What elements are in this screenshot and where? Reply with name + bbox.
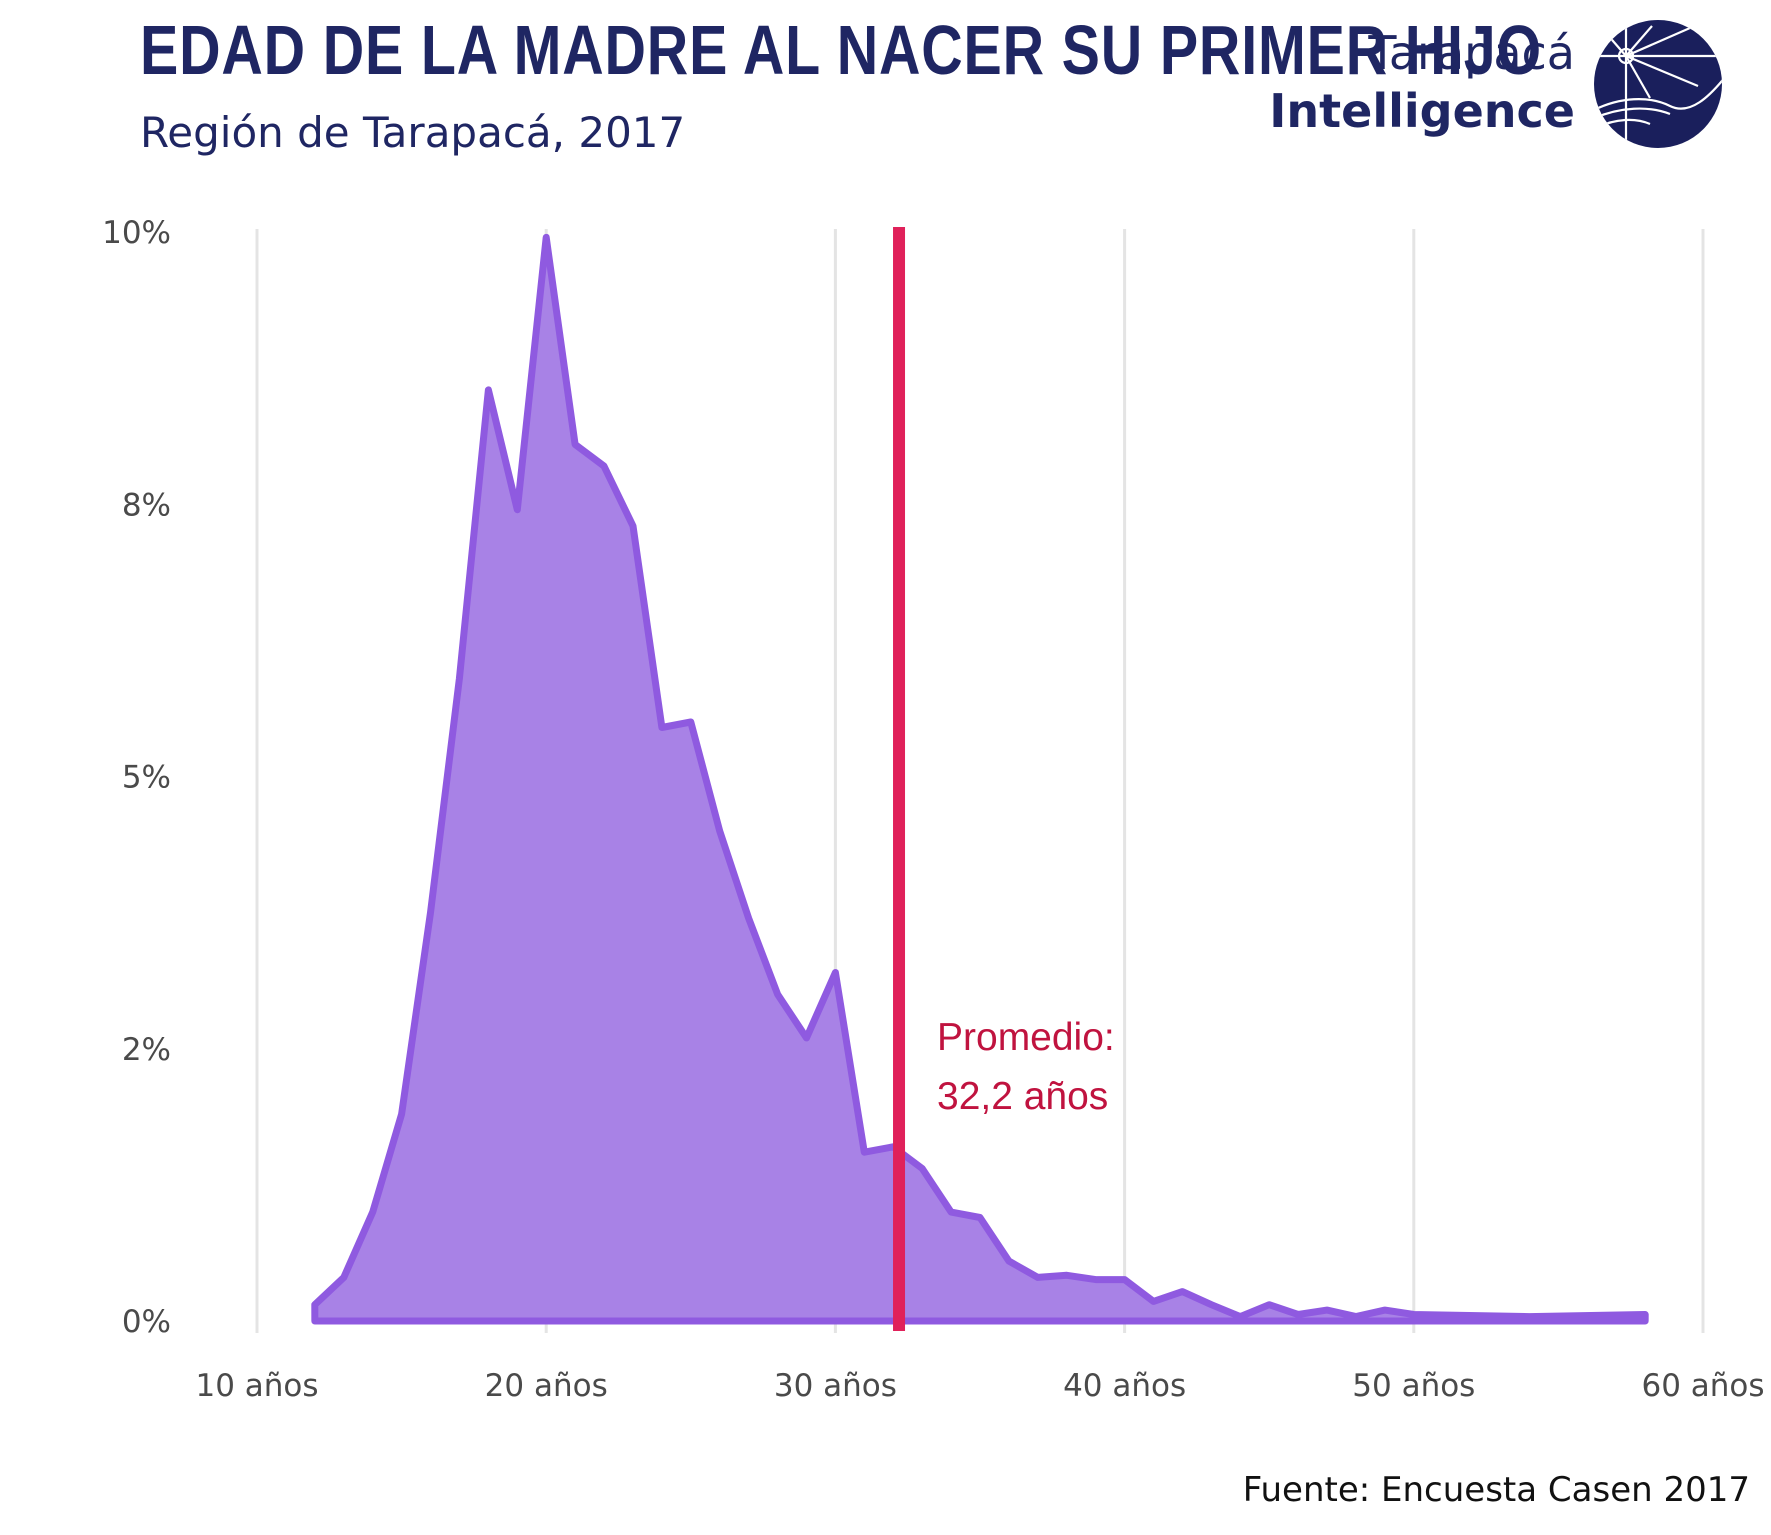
chart-title: EDAD DE LA MADRE AL NACER SU PRIMER HIJO	[140, 11, 1542, 89]
y-tick-label: 5%	[122, 760, 171, 796]
brand-logo-icon	[1594, 20, 1722, 148]
x-tick-label: 40 años	[1063, 1368, 1186, 1404]
source-note: Fuente: Encuesta Casen 2017	[1242, 1470, 1750, 1510]
x-tick-label: 20 años	[485, 1368, 608, 1404]
y-tick-label: 8%	[122, 487, 171, 523]
x-tick-label: 50 años	[1352, 1368, 1475, 1404]
y-tick-label: 10%	[102, 215, 171, 251]
y-tick-label: 2%	[122, 1032, 171, 1068]
chart-subtitle: Región de Tarapacá, 2017	[140, 108, 686, 157]
density-area	[311, 233, 1649, 1325]
mean-annotation-line2: 32,2 años	[937, 1075, 1108, 1118]
brand-name-line1: Tarapacá	[1368, 26, 1575, 80]
y-tick-label: 0%	[122, 1304, 171, 1340]
brand-name-line2: Intelligence	[1269, 84, 1575, 138]
x-tick-label: 60 años	[1641, 1368, 1764, 1404]
x-tick-label: 30 años	[774, 1368, 897, 1404]
x-tick-label: 10 años	[195, 1368, 318, 1404]
mean-annotation-line1: Promedio:	[937, 1016, 1115, 1059]
